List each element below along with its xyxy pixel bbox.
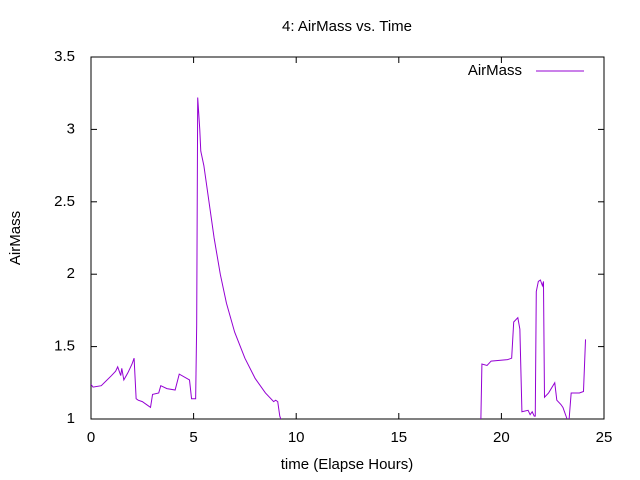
x-tick-label: 0 bbox=[87, 429, 95, 446]
legend-label: AirMass bbox=[468, 62, 522, 79]
y-tick-label: 2.5 bbox=[54, 193, 75, 210]
y-axis-label: AirMass bbox=[7, 211, 24, 265]
y-tick-label: 3 bbox=[67, 120, 75, 137]
plot-border bbox=[90, 56, 605, 420]
x-tick-label: 5 bbox=[189, 429, 197, 446]
x-tick-label: 10 bbox=[288, 429, 305, 446]
y-tick-label: 1.5 bbox=[54, 338, 75, 355]
x-tick-label: 25 bbox=[596, 429, 613, 446]
x-tick-label: 15 bbox=[390, 429, 407, 446]
x-axis-label: time (Elapse Hours) bbox=[281, 456, 414, 473]
data-line bbox=[91, 97, 587, 419]
y-tick-label: 2 bbox=[67, 265, 75, 282]
y-tick-label: 1 bbox=[67, 410, 75, 427]
y-tick-label: 3.5 bbox=[54, 48, 75, 65]
chart-title: 4: AirMass vs. Time bbox=[282, 18, 412, 35]
x-tick-label: 20 bbox=[493, 429, 510, 446]
